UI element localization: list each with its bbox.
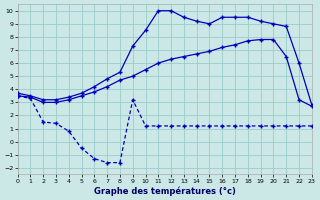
- X-axis label: Graphe des températures (°c): Graphe des températures (°c): [94, 186, 236, 196]
